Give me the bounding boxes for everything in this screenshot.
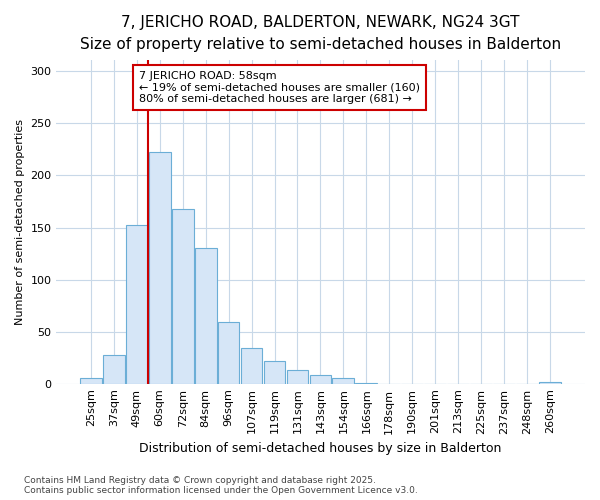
Bar [539,382,561,384]
Bar [263,362,286,384]
Text: Contains HM Land Registry data © Crown copyright and database right 2025.
Contai: Contains HM Land Registry data © Crown c… [24,476,418,495]
Bar [126,226,148,384]
Bar [149,152,170,384]
Bar [287,370,308,384]
Bar [103,355,125,384]
Bar [218,322,239,384]
X-axis label: Distribution of semi-detached houses by size in Balderton: Distribution of semi-detached houses by … [139,442,502,455]
Text: 7 JERICHO ROAD: 58sqm
← 19% of semi-detached houses are smaller (160)
80% of sem: 7 JERICHO ROAD: 58sqm ← 19% of semi-deta… [139,71,420,104]
Bar [310,375,331,384]
Bar [172,209,194,384]
Title: 7, JERICHO ROAD, BALDERTON, NEWARK, NG24 3GT
Size of property relative to semi-d: 7, JERICHO ROAD, BALDERTON, NEWARK, NG24… [80,15,561,52]
Bar [80,378,102,384]
Bar [195,248,217,384]
Bar [332,378,354,384]
Y-axis label: Number of semi-detached properties: Number of semi-detached properties [15,120,25,326]
Bar [241,348,262,385]
